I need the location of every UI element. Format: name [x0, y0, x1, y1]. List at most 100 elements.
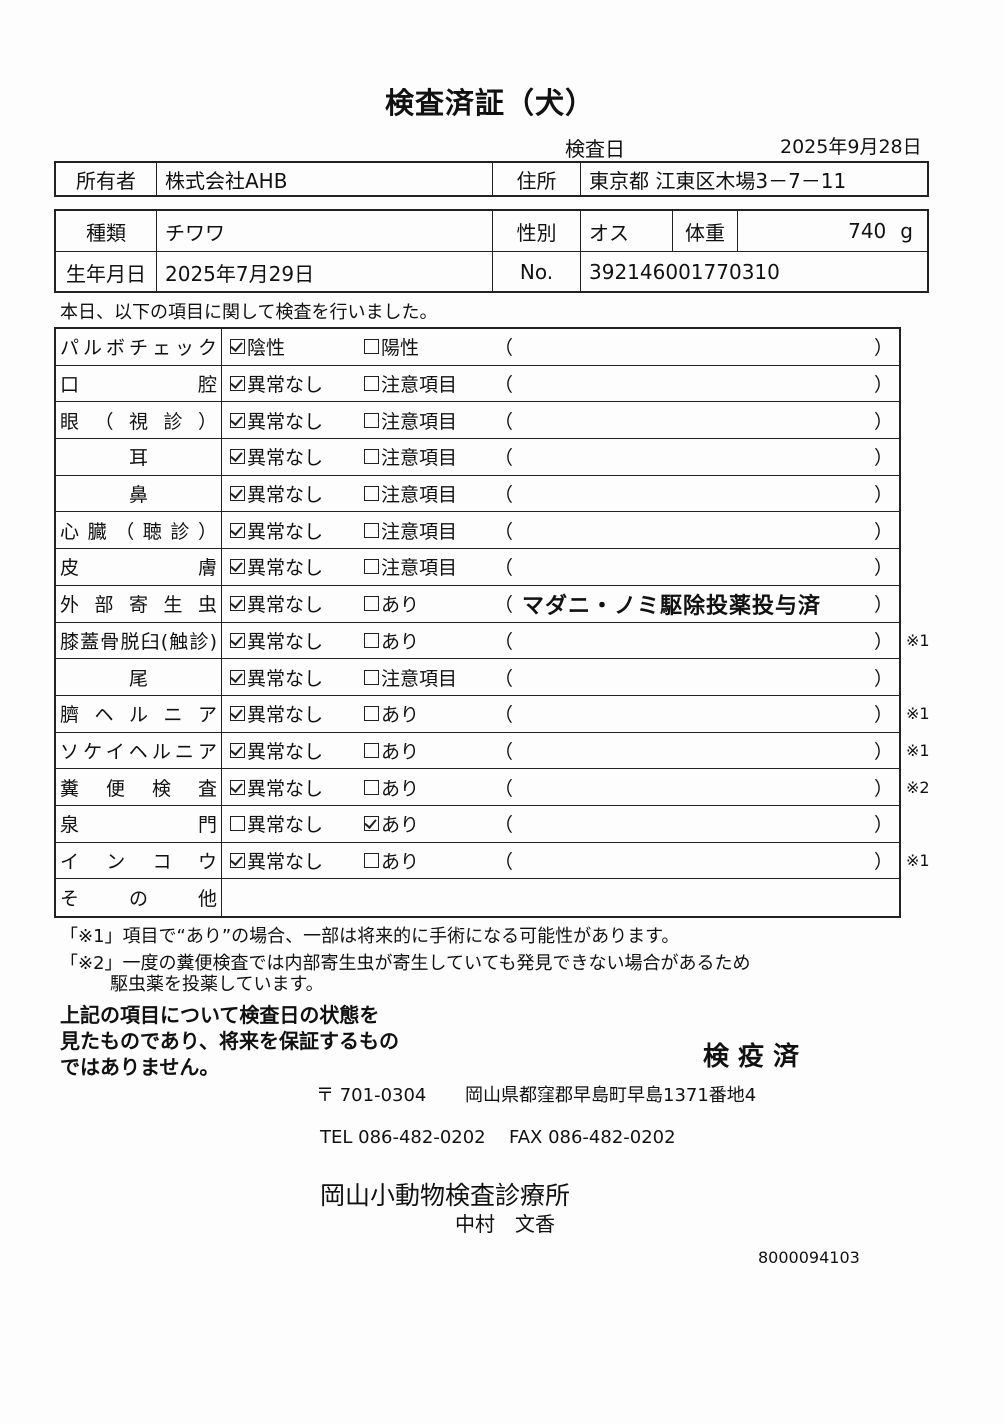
option-abnormal[interactable]: あり [364, 733, 419, 769]
checkbox-unchecked[interactable] [364, 486, 379, 502]
option-abnormal[interactable]: あり [364, 586, 419, 622]
checkbox-checked[interactable] [230, 412, 245, 428]
option-label: あり [381, 850, 420, 873]
option-normal[interactable]: 異常なし [230, 623, 323, 659]
owner-table: 所有者 株式会社AHB 住所 東京都 江東区木場3－7－11 [54, 161, 929, 197]
paren-close: ） [874, 740, 894, 763]
paren-open: （ [494, 557, 514, 580]
option-normal[interactable]: 異常なし [230, 733, 323, 769]
checkbox-unchecked[interactable] [364, 706, 379, 722]
checkbox-checked[interactable] [230, 449, 245, 465]
option-abnormal[interactable]: 注意項目 [364, 476, 457, 512]
item-label-text: 臍ヘルニア [60, 704, 217, 727]
checkbox-checked[interactable] [364, 816, 379, 832]
option-normal[interactable]: 異常なし [230, 512, 323, 548]
item-label: 臍ヘルニア [56, 695, 222, 732]
checkbox-checked[interactable] [230, 742, 245, 758]
option-label: 異常なし [247, 484, 324, 507]
checkbox-checked[interactable] [230, 596, 245, 612]
option-abnormal[interactable]: あり [364, 806, 419, 842]
inspected-stamp: 検 疫 済 [703, 1042, 800, 1072]
option-abnormal[interactable]: 注意項目 [364, 366, 457, 402]
item-label-text: 耳 [128, 447, 148, 470]
inspection-row: 泉門 異常なし あり （ ） [56, 805, 899, 843]
item-label-text: 外部寄生虫 [60, 594, 217, 617]
checkbox-checked[interactable] [230, 706, 245, 722]
option-abnormal[interactable]: あり [364, 696, 419, 732]
option-normal[interactable]: 異常なし [230, 366, 323, 402]
option-normal[interactable]: 異常なし [230, 439, 323, 475]
checkbox-checked[interactable] [230, 486, 245, 502]
option-normal[interactable]: 異常なし [230, 806, 323, 842]
footnote-mark: ※1 [906, 704, 930, 724]
option-normal[interactable]: 異常なし [230, 586, 323, 622]
checkbox-unchecked[interactable] [230, 816, 245, 832]
item-label-text: 眼（視診） [60, 410, 217, 433]
option-abnormal[interactable]: 注意項目 [364, 549, 457, 585]
option-normal[interactable]: 異常なし [230, 549, 323, 585]
animal-table: 種類 チワワ 性別 オス 体重 740 g 生年月日 2025年7月29日 No… [54, 209, 929, 293]
item-label-text: 皮膚 [60, 557, 217, 580]
checkbox-checked[interactable] [230, 559, 245, 575]
option-label: あり [381, 777, 420, 800]
checkbox-unchecked[interactable] [364, 742, 379, 758]
checkbox-unchecked[interactable] [364, 339, 379, 355]
paren-close: ） [874, 594, 894, 617]
sex-value: オス [581, 211, 673, 251]
option-label: 注意項目 [381, 447, 458, 470]
option-label: 注意項目 [381, 374, 458, 397]
option-abnormal[interactable]: あり [364, 769, 419, 805]
exam-date-value: 2025年9月28日 [780, 136, 922, 158]
item-label: 耳 [56, 439, 222, 475]
checkbox-unchecked[interactable] [364, 449, 379, 465]
option-abnormal[interactable]: 注意項目 [364, 659, 457, 695]
inspection-row: 尾 異常なし 注意項目 （ ） [56, 659, 899, 696]
breed-label: 種類 [56, 211, 157, 251]
paren-open: （ [494, 337, 514, 360]
option-normal[interactable]: 異常なし [230, 769, 323, 805]
checkbox-unchecked[interactable] [364, 559, 379, 575]
option-abnormal[interactable]: 陽性 [364, 329, 419, 365]
option-normal[interactable]: 異常なし [230, 402, 323, 438]
inspection-row: 皮膚 異常なし 注意項目 （ ） [56, 549, 899, 586]
checkbox-unchecked[interactable] [364, 596, 379, 612]
checkbox-checked[interactable] [230, 852, 245, 868]
item-label: 心臓（聴診） [56, 512, 222, 549]
checkbox-unchecked[interactable] [364, 412, 379, 428]
checkbox-checked[interactable] [230, 522, 245, 538]
checkbox-checked[interactable] [230, 779, 245, 795]
checkbox-unchecked[interactable] [364, 632, 379, 648]
document-number: 8000094103 [758, 1248, 860, 1267]
option-normal[interactable]: 異常なし [230, 659, 323, 695]
item-label: 糞便検査 [56, 769, 222, 805]
checkbox-unchecked[interactable] [364, 522, 379, 538]
checkbox-checked[interactable] [230, 339, 245, 355]
option-abnormal[interactable]: 注意項目 [364, 402, 457, 438]
checkbox-unchecked[interactable] [364, 669, 379, 685]
paren-close: ） [874, 337, 894, 360]
checkbox-unchecked[interactable] [364, 376, 379, 392]
inspection-row: 臍ヘルニア 異常なし あり （ ） ※1 [56, 695, 930, 733]
checkbox-checked[interactable] [230, 669, 245, 685]
checkbox-checked[interactable] [230, 632, 245, 648]
inspection-row: 膝蓋骨脱臼(触診) 異常なし あり （ ） ※1 [56, 622, 930, 660]
option-normal[interactable]: 異常なし [230, 843, 323, 879]
option-label: 異常なし [247, 850, 324, 873]
checkbox-unchecked[interactable] [364, 779, 379, 795]
checkbox-checked[interactable] [230, 376, 245, 392]
option-normal[interactable]: 異常なし [230, 476, 323, 512]
option-label: 陰性 [247, 337, 286, 360]
option-abnormal[interactable]: あり [364, 623, 419, 659]
checkbox-unchecked[interactable] [364, 852, 379, 868]
option-abnormal[interactable]: 注意項目 [364, 512, 457, 548]
remark-field[interactable]: マダニ・ノミ駆除投薬投与済 [522, 593, 822, 619]
option-normal[interactable]: 異常なし [230, 696, 323, 732]
option-label: あり [381, 704, 420, 727]
option-label: 異常なし [247, 630, 324, 653]
option-abnormal[interactable]: 注意項目 [364, 439, 457, 475]
disclaimer: 上記の項目について検査日の状態を 見たものであり、将来を保証するもの ではありま… [60, 1002, 399, 1080]
option-abnormal[interactable]: あり [364, 843, 419, 879]
option-label: 異常なし [247, 740, 324, 763]
note-2: 「※2」一度の糞便検査では内部寄生虫が寄生していても発見できない場合があるため [60, 953, 751, 974]
option-normal[interactable]: 陰性 [230, 329, 285, 365]
